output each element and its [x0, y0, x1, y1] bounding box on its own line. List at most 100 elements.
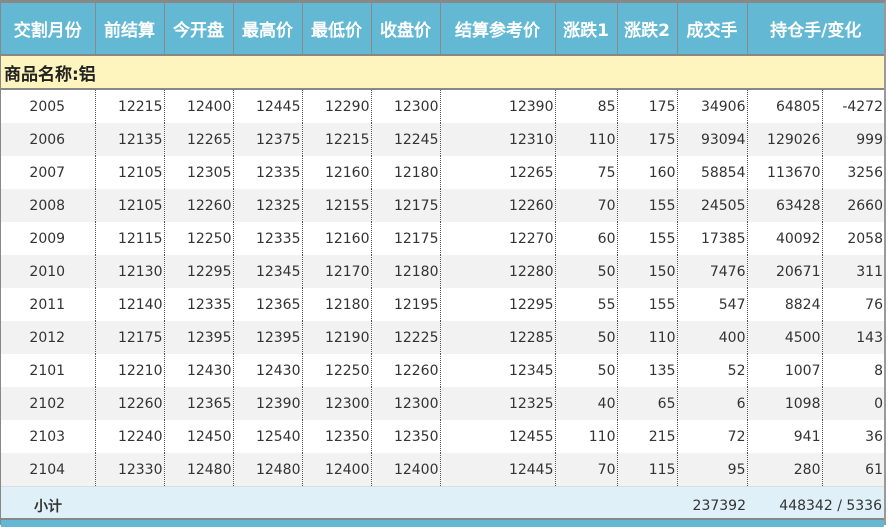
- column-header[interactable]: 今开盘: [164, 3, 234, 56]
- table-row[interactable]: 2010 12130 12295 12345 12170 12180 12280 50 150 7…: [1, 255, 884, 288]
- table-row[interactable]: 2102 12260 12365 12390 12300 12300 12325 40 65 6 1…: [1, 387, 884, 420]
- table-cell: 12480: [233, 453, 303, 487]
- table-cell: 17385: [677, 222, 748, 255]
- table-cell: 12170: [302, 255, 372, 288]
- table-cell: 12260: [371, 354, 441, 387]
- subtotal-label: 小计: [1, 486, 95, 524]
- table-cell: 155: [617, 288, 678, 321]
- table-cell: 12260: [440, 189, 556, 222]
- table-cell: 7476: [677, 255, 748, 288]
- subtotal-row: 小计 237392 448342 / 5336: [1, 486, 884, 524]
- column-header[interactable]: 最低价: [302, 3, 372, 56]
- table-cell: 2006: [1, 123, 96, 156]
- table-cell: 1007: [747, 354, 823, 387]
- table-row[interactable]: 2101 12210 12430 12430 12250 12260 12345 50 135 5…: [1, 354, 884, 387]
- table-cell: 6: [677, 387, 748, 420]
- table-cell: 1098: [747, 387, 823, 420]
- table-row[interactable]: 2104 12330 12480 12480 12400 12400 12445 70 115 9…: [1, 453, 884, 487]
- column-header[interactable]: 成交手: [677, 3, 748, 56]
- table-cell: 12115: [95, 222, 165, 255]
- table-cell: 941: [747, 420, 823, 453]
- table-row[interactable]: 2012 12175 12395 12395 12190 12225 12285 50 110 4…: [1, 321, 884, 354]
- table-cell: 12365: [233, 288, 303, 321]
- table-cell: 12540: [233, 420, 303, 453]
- table-cell: 12265: [164, 123, 234, 156]
- table-cell: 12175: [95, 321, 165, 354]
- table-cell: 2009: [1, 222, 96, 255]
- table-cell: 12250: [302, 354, 372, 387]
- table-cell: 93094: [677, 123, 748, 156]
- table-cell: 12335: [164, 288, 234, 321]
- table-cell: 2660: [822, 189, 884, 222]
- table-cell: 12300: [302, 387, 372, 420]
- table-row[interactable]: 2006 12135 12265 12375 12215 12245 12310 110 175…: [1, 123, 884, 156]
- table-cell: 12390: [440, 89, 556, 123]
- next-table-header-strip: [1, 518, 884, 527]
- table-cell: 280: [747, 453, 823, 487]
- table-cell: 12160: [302, 222, 372, 255]
- table-cell: 40: [555, 387, 618, 420]
- column-header[interactable]: 最高价: [233, 3, 303, 56]
- table-cell: 12175: [371, 222, 441, 255]
- table-cell: 12400: [302, 453, 372, 487]
- table-row[interactable]: 2007 12105 12305 12335 12160 12180 12265 75 160 5…: [1, 156, 884, 189]
- table-cell: 12350: [371, 420, 441, 453]
- table-cell: 75: [555, 156, 618, 189]
- column-header[interactable]: 涨跌1: [555, 3, 618, 56]
- table-cell: 12245: [371, 123, 441, 156]
- table-cell: 34906: [677, 89, 748, 123]
- table-cell: 12250: [164, 222, 234, 255]
- table-row[interactable]: 2005 12215 12400 12445 12290 12300 12390 85 175 3…: [1, 89, 884, 123]
- table-cell: 3256: [847, 164, 883, 181]
- column-header[interactable]: 结算参考价: [440, 3, 556, 56]
- table-row[interactable]: 2009 12115 12250 12335 12160 12175 12270 60 155 1…: [1, 222, 884, 255]
- table-cell: 12350: [302, 420, 372, 453]
- table-cell: 36: [865, 428, 883, 445]
- table-cell: 12290: [302, 89, 372, 123]
- table-cell: 12305: [164, 156, 234, 189]
- table-cell: 2104: [1, 453, 96, 487]
- table-cell: 20671: [747, 255, 823, 288]
- table-cell: 12325: [440, 387, 556, 420]
- subtotal-spacer: [95, 486, 677, 524]
- table-cell: 12365: [164, 387, 234, 420]
- table-cell: 175: [617, 89, 678, 123]
- table-cell: 110: [617, 321, 678, 354]
- table-cell: 12215: [95, 89, 165, 123]
- table-cell: 12430: [164, 354, 234, 387]
- table-cell: 135: [617, 354, 678, 387]
- table-cell: 155: [617, 189, 678, 222]
- column-header[interactable]: 持仓手/变化: [747, 3, 884, 56]
- table-cell: 12280: [440, 255, 556, 288]
- table-cell: 12335: [233, 222, 303, 255]
- table-row[interactable]: 2103 12240 12450 12540 12350 12350 12455 110 215…: [1, 420, 884, 453]
- table-row[interactable]: 2011 12140 12335 12365 12180 12195 12295 55 155 5…: [1, 288, 884, 321]
- table-cell: 76: [865, 296, 883, 313]
- table-cell: 70: [555, 189, 618, 222]
- table-cell: 2007: [1, 156, 96, 189]
- table-cell: 12155: [302, 189, 372, 222]
- table-cell: 12160: [302, 156, 372, 189]
- table-cell: 12335: [233, 156, 303, 189]
- table-cell: 61: [822, 453, 884, 487]
- column-header[interactable]: 涨跌2: [617, 3, 678, 56]
- column-header[interactable]: 收盘价: [371, 3, 441, 56]
- column-header[interactable]: 前结算: [95, 3, 165, 56]
- table-cell: 40092: [747, 222, 823, 255]
- table-cell: 12445: [440, 453, 556, 487]
- table-cell: 12210: [95, 354, 165, 387]
- table-cell: 12270: [440, 222, 556, 255]
- table-cell: 12225: [371, 321, 441, 354]
- table-cell: 215: [617, 420, 678, 453]
- table-cell: 70: [555, 453, 618, 487]
- column-header[interactable]: 交割月份: [1, 3, 96, 56]
- table-cell: 12400: [164, 89, 234, 123]
- subtotal-open-interest: 448342 / 5336: [747, 486, 884, 524]
- table-cell: 2010: [1, 255, 96, 288]
- table-cell: 64805: [747, 89, 823, 123]
- table-cell: 50: [555, 354, 618, 387]
- table-cell: 110: [555, 420, 618, 453]
- table-cell: 155: [617, 222, 678, 255]
- table-row[interactable]: 2008 12105 12260 12325 12155 12175 12260 70 155 2…: [1, 189, 884, 222]
- table-cell: 143: [822, 321, 884, 354]
